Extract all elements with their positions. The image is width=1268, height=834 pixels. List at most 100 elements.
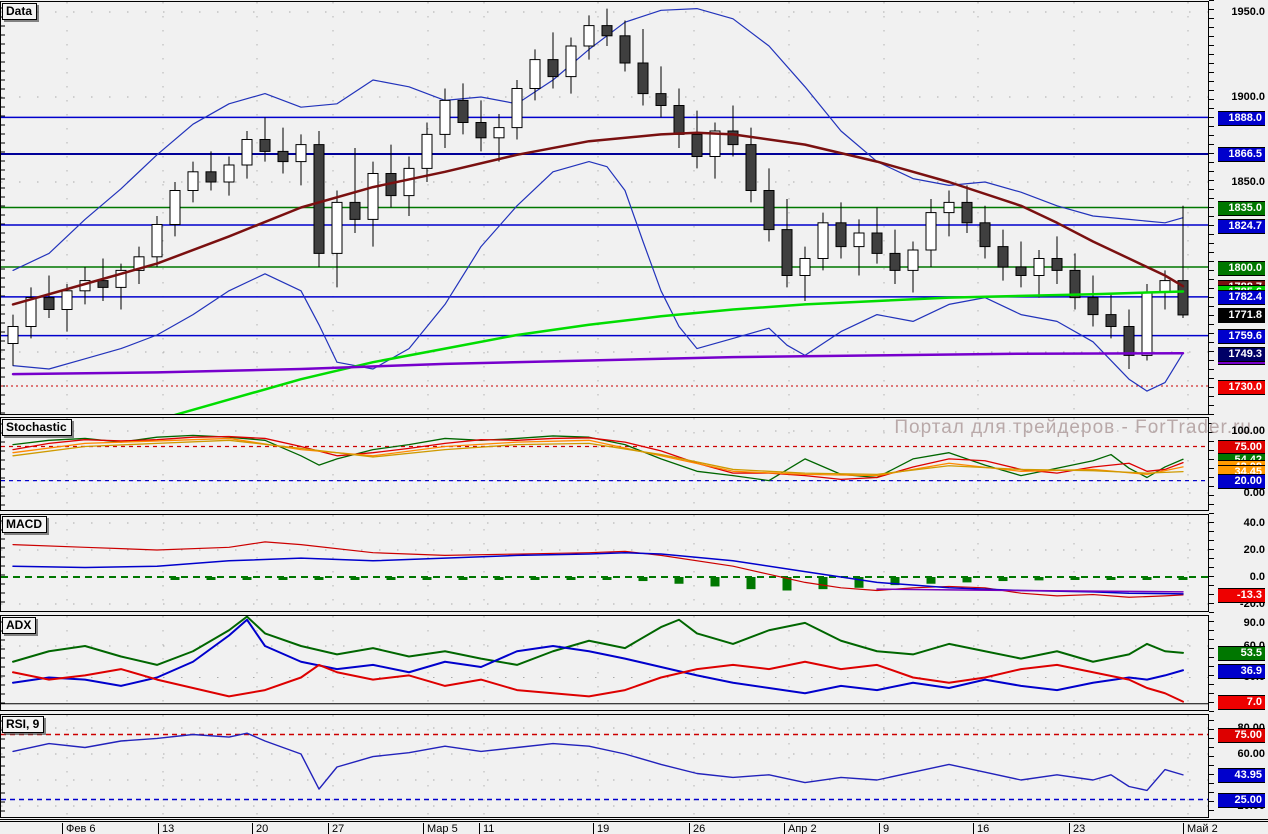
candle — [187, 171, 199, 192]
x-axis-label: 13 — [162, 823, 175, 834]
candle — [709, 130, 721, 157]
panel-tab-adx[interactable]: ADX — [2, 617, 37, 634]
price-axis-label: 1782.4 — [1218, 290, 1265, 306]
panel-stochastic[interactable]: Stochastic — [0, 417, 1209, 511]
stochastic-axis-label: 0.00 — [1243, 486, 1265, 499]
candle — [997, 246, 1009, 268]
candle — [745, 144, 757, 192]
x-axis-label: 20 — [256, 823, 269, 834]
candle — [1141, 292, 1153, 356]
x-axis-tick — [62, 823, 63, 834]
candle — [97, 280, 109, 288]
panel-macd[interactable]: MACD — [0, 514, 1209, 612]
stochastic-axis-label: 100.00 — [1231, 424, 1265, 437]
candle — [403, 167, 415, 197]
adx-axis-label: 53.5 — [1218, 646, 1265, 662]
panel-tab-price[interactable]: Data — [2, 3, 38, 20]
price-axis-label: 1850.0 — [1231, 175, 1265, 188]
adx-axis-label: 7.0 — [1218, 695, 1265, 711]
candle — [1177, 280, 1189, 316]
candle — [1051, 258, 1063, 271]
candle — [295, 144, 307, 163]
price-axis-label: 1771.8 — [1218, 308, 1265, 324]
candle — [547, 59, 559, 78]
macd-axis-label: 20.0 — [1243, 543, 1265, 556]
candle — [1105, 314, 1117, 328]
candle — [493, 127, 505, 139]
x-axis-tick — [1183, 823, 1184, 834]
panel-tab-macd[interactable]: MACD — [2, 516, 47, 533]
candle — [727, 130, 739, 146]
panel-price[interactable]: Data — [0, 1, 1209, 415]
price-axis-label: 1950.0 — [1231, 5, 1265, 18]
price-axis-label: 1824.7 — [1218, 218, 1265, 234]
x-axis-label: 26 — [693, 823, 706, 834]
price-axis-column: 1950.0 1900.0 1850.0 1888.0 1866.5 1835.0 1824… — [1209, 0, 1268, 820]
x-axis-tick — [784, 823, 785, 834]
stochastic-axis-label: 75.00 — [1218, 440, 1265, 455]
axis-tick-strip — [1209, 0, 1214, 820]
candle — [565, 45, 577, 78]
candle — [943, 201, 955, 214]
candle — [781, 229, 793, 277]
x-axis-tick — [973, 823, 974, 834]
candle — [331, 201, 343, 254]
candle — [925, 212, 937, 251]
candle — [961, 201, 973, 224]
candle — [1033, 258, 1045, 276]
candle — [637, 62, 649, 95]
candle — [61, 290, 73, 310]
x-axis-label: Апр 2 — [788, 823, 817, 834]
x-axis-label: Май 2 — [1187, 823, 1218, 834]
x-axis-label: 19 — [597, 823, 610, 834]
candle — [349, 201, 361, 220]
candle — [151, 224, 163, 258]
rsi-axis-label: 60.00 — [1237, 747, 1265, 760]
candle — [853, 232, 865, 248]
panel-rsi[interactable]: RSI, 9 — [0, 714, 1209, 818]
macd-axis-label: -13.3 — [1218, 588, 1265, 604]
price-axis-label: 1730.0 — [1218, 379, 1265, 395]
panel-tab-stochastic[interactable]: Stochastic — [2, 419, 72, 436]
panel-tab-rsi[interactable]: RSI, 9 — [2, 716, 45, 733]
candle — [583, 25, 595, 47]
candle — [1015, 266, 1027, 276]
x-axis-inner: Фев 6 13 20 27 Мар 5 11 19 26 Апр 2 9 16 23 Май 2 — [0, 821, 1268, 834]
candle — [763, 190, 775, 231]
candle — [205, 171, 217, 183]
candle — [457, 99, 469, 124]
candle — [835, 222, 847, 248]
candle — [691, 133, 703, 157]
candle — [367, 173, 379, 220]
price-axis-label: 1800.0 — [1218, 260, 1265, 276]
panel-adx[interactable]: ADX — [0, 615, 1209, 711]
candle — [169, 190, 181, 225]
price-axis-label: 1888.0 — [1218, 110, 1265, 126]
candle — [133, 256, 145, 271]
adx-axis-label: 36.9 — [1218, 663, 1265, 679]
x-axis-tick — [593, 823, 594, 834]
candle — [1087, 297, 1099, 316]
x-axis-label: Фев 6 — [66, 823, 96, 834]
candle — [43, 297, 55, 311]
candle — [871, 232, 883, 254]
x-axis-tick — [252, 823, 253, 834]
adx-axis-label: 90.0 — [1243, 616, 1265, 629]
price-axis-label: 1835.0 — [1218, 201, 1265, 216]
candle — [475, 122, 487, 139]
candle — [1123, 326, 1135, 356]
candle — [1069, 269, 1081, 299]
price-axis-label: 1749.3 — [1218, 346, 1265, 362]
candle — [25, 297, 37, 328]
candle — [601, 25, 613, 37]
candle — [907, 249, 919, 271]
candle — [673, 105, 685, 135]
rsi-axis-label: 75.00 — [1218, 728, 1265, 743]
x-axis-label: 27 — [332, 823, 345, 834]
price-axis-label: 1866.5 — [1218, 147, 1265, 163]
x-axis-tick — [158, 823, 159, 834]
candle — [619, 35, 631, 64]
candle — [439, 99, 451, 135]
x-axis-tick — [328, 823, 329, 834]
